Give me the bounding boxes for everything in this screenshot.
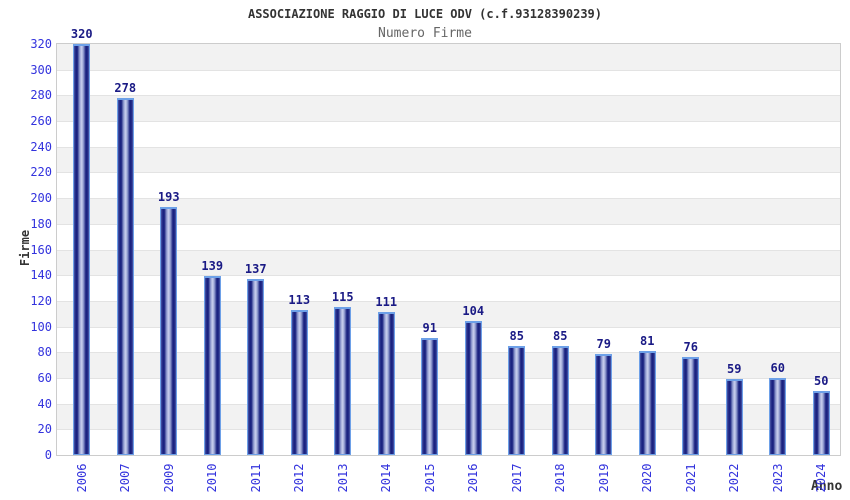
y-tick-label: 180 xyxy=(30,216,52,231)
bar-value-label: 85 xyxy=(553,329,568,343)
x-tick-label-2011: 2011 xyxy=(248,463,263,493)
y-tick-label: 0 xyxy=(44,448,52,462)
bar-2015 xyxy=(421,338,439,455)
y-tick-label: 240 xyxy=(30,139,52,154)
bar-2019 xyxy=(595,354,613,455)
grid-band xyxy=(57,223,840,250)
y-tick-label: 20 xyxy=(37,422,52,437)
y-tick-label: 100 xyxy=(30,319,52,334)
bar-2017 xyxy=(508,346,526,455)
y-tick-label: 120 xyxy=(30,293,52,308)
bar-2016 xyxy=(464,321,482,455)
bar-value-label: 139 xyxy=(201,259,224,273)
x-tick-label-2006: 2006 xyxy=(74,463,89,493)
bar-value-label: 193 xyxy=(157,190,180,204)
bar-value-label: 113 xyxy=(288,293,311,307)
bar-value-label: 278 xyxy=(114,81,137,95)
y-tick-label: 160 xyxy=(30,242,52,257)
bar-value-label: 79 xyxy=(596,337,611,351)
bar-2022 xyxy=(725,379,743,455)
bar-value-label: 111 xyxy=(375,295,398,309)
bar-value-label: 59 xyxy=(727,362,742,376)
y-tick-label: 200 xyxy=(30,191,52,206)
bar-2007 xyxy=(116,98,134,455)
y-tick-label: 220 xyxy=(30,165,52,180)
bar-2013 xyxy=(334,307,352,455)
y-tick-label: 300 xyxy=(30,62,52,77)
bar-2020 xyxy=(638,351,656,455)
bar-2006 xyxy=(73,44,91,455)
chart-subtitle: Numero Firme xyxy=(378,26,472,41)
x-tick-label-2012: 2012 xyxy=(292,463,307,493)
x-tick-label-2009: 2009 xyxy=(161,463,176,493)
chart-title: ASSOCIAZIONE RAGGIO DI LUCE ODV (c.f.931… xyxy=(247,7,602,21)
bar-value-label: 81 xyxy=(640,334,655,348)
x-tick-label-2014: 2014 xyxy=(379,463,394,493)
x-tick-label-2024: 2024 xyxy=(814,463,829,493)
grid-band xyxy=(57,69,840,96)
x-tick-label-2015: 2015 xyxy=(422,463,437,493)
bar-2012 xyxy=(290,310,308,455)
bar-value-label: 50 xyxy=(814,374,829,388)
grid-band xyxy=(57,377,840,404)
grid-band xyxy=(57,121,840,147)
plot-area: 320 278 193 139 137 113 115 111 91 104 85 85 79 81 76 5… xyxy=(56,28,841,456)
bar-2021 xyxy=(682,357,700,455)
y-tick-label: 60 xyxy=(37,370,52,385)
grid-band xyxy=(57,198,840,224)
grid-band xyxy=(57,326,840,353)
grid-band xyxy=(57,429,840,455)
bar-2024 xyxy=(812,391,830,455)
grid-band xyxy=(57,95,840,122)
x-tick-label-2020: 2020 xyxy=(640,463,655,493)
x-tick-label-2023: 2023 xyxy=(770,463,785,493)
x-tick-label-2021: 2021 xyxy=(683,463,698,493)
grid-band xyxy=(57,249,840,276)
bar-value-label: 115 xyxy=(331,290,354,304)
y-tick-label: 280 xyxy=(30,88,52,103)
bar-value-label: 137 xyxy=(244,262,267,276)
grid-band xyxy=(57,146,840,173)
grid-band xyxy=(57,44,840,70)
y-tick-label: 260 xyxy=(30,114,52,129)
y-tick-label: 140 xyxy=(30,268,52,283)
bar-value-label: 91 xyxy=(422,321,437,335)
x-tick-label-2010: 2010 xyxy=(205,463,220,493)
x-tick-label-2018: 2018 xyxy=(553,463,568,493)
bar-value-label: 320 xyxy=(70,27,93,41)
bar-value-label: 85 xyxy=(509,329,524,343)
grid-band xyxy=(57,300,840,327)
bar-2009 xyxy=(160,207,178,455)
y-tick-label: 80 xyxy=(37,345,52,360)
y-tick-label: 320 xyxy=(30,37,52,51)
bar-2010 xyxy=(203,276,221,455)
grid-band xyxy=(57,352,840,378)
x-tick-label-2013: 2013 xyxy=(335,463,350,493)
x-tick-label-2019: 2019 xyxy=(596,463,611,493)
grid-band xyxy=(57,172,840,199)
bar-2014 xyxy=(377,312,395,455)
y-tick-label: 40 xyxy=(37,396,52,411)
bar-2018 xyxy=(551,346,569,455)
bar-value-label: 104 xyxy=(462,304,485,318)
x-axis-title: Anno xyxy=(811,479,843,494)
x-tick-label-2007: 2007 xyxy=(118,463,133,493)
bar-2023 xyxy=(769,378,787,455)
x-tick-label-2022: 2022 xyxy=(727,463,742,493)
grid-band xyxy=(57,403,840,430)
bar-2011 xyxy=(247,279,265,455)
bar-value-label: 76 xyxy=(683,340,698,354)
x-tick-label-2016: 2016 xyxy=(466,463,481,493)
x-tick-label-2017: 2017 xyxy=(509,463,524,493)
bar-value-label: 60 xyxy=(770,361,785,375)
grid-band xyxy=(57,275,840,301)
